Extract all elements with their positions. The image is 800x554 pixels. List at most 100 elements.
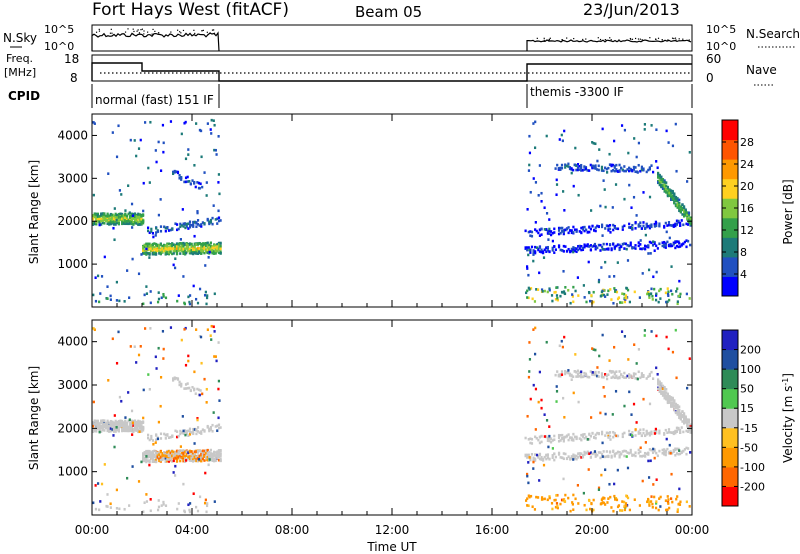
velocity-cell [657, 387, 660, 391]
power-cell [188, 300, 191, 304]
velocity-cell [588, 432, 591, 436]
velocity-cell [187, 434, 190, 438]
velocity-cell [660, 385, 663, 388]
power-cell [588, 299, 592, 303]
velocity-cell [647, 375, 650, 378]
power-cell [124, 214, 127, 218]
power-cell [567, 247, 570, 251]
velocity-cell [219, 426, 222, 429]
velocity-cell [629, 374, 632, 377]
power-cell [107, 172, 110, 175]
velocity-cell [623, 449, 626, 453]
velocity-cell [660, 382, 663, 385]
velocity-cell [529, 437, 532, 441]
power-cell [535, 288, 538, 291]
power-cell [616, 261, 619, 264]
velocity-cell [664, 453, 667, 457]
power-cell [137, 147, 141, 150]
power-cell [670, 265, 673, 268]
power-cell [169, 244, 172, 247]
power-cell [612, 168, 615, 172]
velocity-cell [198, 431, 201, 434]
velocity-cell [537, 400, 540, 404]
power-cell [589, 244, 593, 247]
velocity-cell [649, 459, 652, 463]
power-cell [600, 266, 603, 269]
power-cell [640, 168, 644, 172]
power-cell [214, 218, 217, 221]
velocity-cell [679, 415, 682, 418]
power-cell [555, 178, 558, 182]
velocity-cell [676, 510, 679, 514]
velocity-cell [557, 436, 561, 439]
power-cell [204, 264, 207, 267]
power-cell [612, 163, 615, 167]
velocity-cell [569, 457, 572, 460]
velocity-cell [182, 458, 185, 461]
velocity-cell [138, 427, 141, 430]
velocity-cell [111, 428, 114, 431]
power-cell [628, 222, 631, 226]
noise-dot [604, 39, 606, 41]
power-cell [626, 243, 629, 247]
power-cell [211, 249, 214, 252]
velocity-cell [677, 502, 681, 506]
velocity-cell [610, 454, 613, 458]
power-cell [146, 248, 150, 251]
power-cell [634, 227, 637, 230]
velocity-cell [618, 455, 621, 459]
power-cell [92, 193, 95, 197]
power-cell [106, 215, 109, 218]
velocity-cell [167, 456, 171, 459]
velocity-cell [167, 458, 171, 461]
power-cell [553, 291, 556, 294]
power-cell [526, 208, 529, 211]
power-cell [687, 217, 691, 220]
velocity-cell [157, 346, 160, 350]
velocity-cell [623, 376, 626, 379]
power-cell [640, 247, 643, 251]
velocity-cell [132, 419, 135, 423]
velocity-cell [174, 451, 177, 454]
freq-panel: Freq. [MHz] 18 8 60 0 Nave CPID [4, 52, 777, 103]
power-cell [534, 221, 537, 224]
power-cell [209, 241, 213, 245]
velocity-cell [545, 454, 548, 457]
power-cell [98, 215, 101, 218]
velocity-cell [658, 388, 661, 391]
velocity-cell [219, 452, 222, 455]
velocity-cell [550, 501, 554, 505]
power-cell [565, 227, 569, 231]
velocity-cell [663, 432, 666, 435]
power-cell [575, 247, 578, 250]
velocity-cell [198, 456, 201, 460]
power-cell [580, 248, 583, 252]
velocity-cell [169, 455, 172, 458]
power-cell [104, 217, 108, 221]
velocity-cell [532, 328, 535, 331]
power-cell [562, 190, 565, 193]
power-cell [169, 120, 173, 123]
power-cell [600, 290, 603, 294]
power-cell [675, 240, 679, 243]
power-cell [156, 300, 160, 304]
velocity-cell [687, 420, 691, 424]
velocity-cell [172, 450, 175, 454]
velocity-cell [658, 431, 661, 435]
power-cell [150, 249, 153, 252]
power-cell [672, 223, 675, 227]
velocity-cell [546, 498, 549, 502]
velocity-cell [121, 426, 124, 429]
power-cell [621, 168, 624, 172]
power-cell [664, 221, 667, 225]
velocity-cell [634, 428, 637, 431]
power-cell [119, 212, 122, 216]
power-cell [548, 287, 551, 290]
power-cell [538, 250, 542, 253]
power-cell [206, 243, 209, 247]
power-cell [148, 244, 151, 248]
power-cell [663, 245, 666, 249]
velocity-cell [142, 459, 145, 463]
power-cell [672, 225, 675, 228]
power-cell [185, 225, 188, 228]
